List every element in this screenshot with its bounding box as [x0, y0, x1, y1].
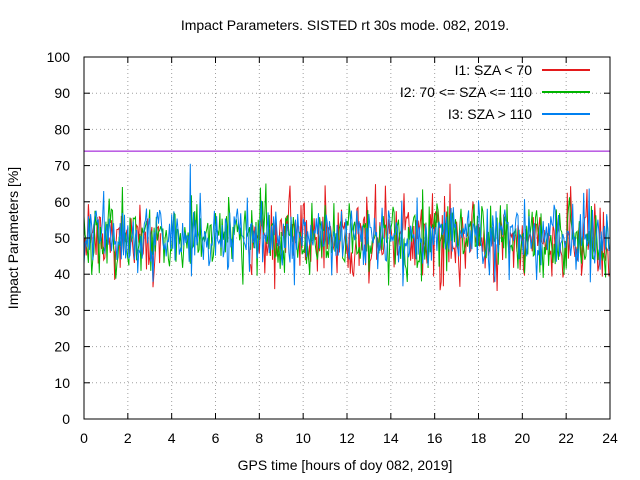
chart-title: Impact Parameters. SISTED rt 30s mode. 0… — [181, 17, 509, 33]
y-tick-label: 60 — [54, 194, 70, 210]
legend-label: I1: SZA < 70 — [455, 62, 533, 78]
legend: I1: SZA < 70 I2: 70 <= SZA <= 110 I3: SZA … — [400, 62, 590, 122]
series-line — [83, 163, 610, 287]
axes: 0 2 4 6 8 10 12 14 16 18 20 22 240102030405060708090… — [47, 49, 618, 446]
series-path — [83, 163, 610, 287]
plot-area — [83, 163, 610, 292]
y-tick-label: 20 — [54, 339, 70, 355]
y-tick-label: 10 — [54, 375, 70, 391]
x-tick-label: 8 — [255, 430, 263, 446]
y-axis-label: Impact Parameters [%] — [5, 167, 21, 309]
y-tick-label: 30 — [54, 302, 70, 318]
x-axis-label: GPS time [hours of doy 082, 2019] — [238, 457, 453, 473]
x-tick-label: 22 — [558, 430, 574, 446]
y-tick-label: 100 — [47, 49, 71, 65]
x-tick-label: 24 — [602, 430, 618, 446]
x-tick-label: 6 — [212, 430, 220, 446]
y-tick-label: 0 — [62, 411, 70, 427]
y-tick-label: 70 — [54, 158, 70, 174]
legend-label: I3: SZA > 110 — [448, 106, 532, 122]
x-tick-label: 2 — [124, 430, 132, 446]
x-tick-label: 0 — [80, 430, 88, 446]
y-tick-label: 50 — [54, 230, 70, 246]
x-tick-label: 4 — [168, 430, 176, 446]
x-tick-label: 16 — [427, 430, 443, 446]
y-tick-label: 80 — [54, 121, 70, 137]
x-tick-label: 18 — [471, 430, 487, 446]
x-tick-label: 20 — [515, 430, 531, 446]
y-tick-label: 90 — [54, 85, 70, 101]
x-tick-label: 14 — [383, 430, 399, 446]
x-tick-label: 12 — [339, 430, 355, 446]
legend-label: I2: 70 <= SZA <= 110 — [400, 84, 532, 100]
y-tick-label: 40 — [54, 266, 70, 282]
x-tick-label: 10 — [295, 430, 311, 446]
